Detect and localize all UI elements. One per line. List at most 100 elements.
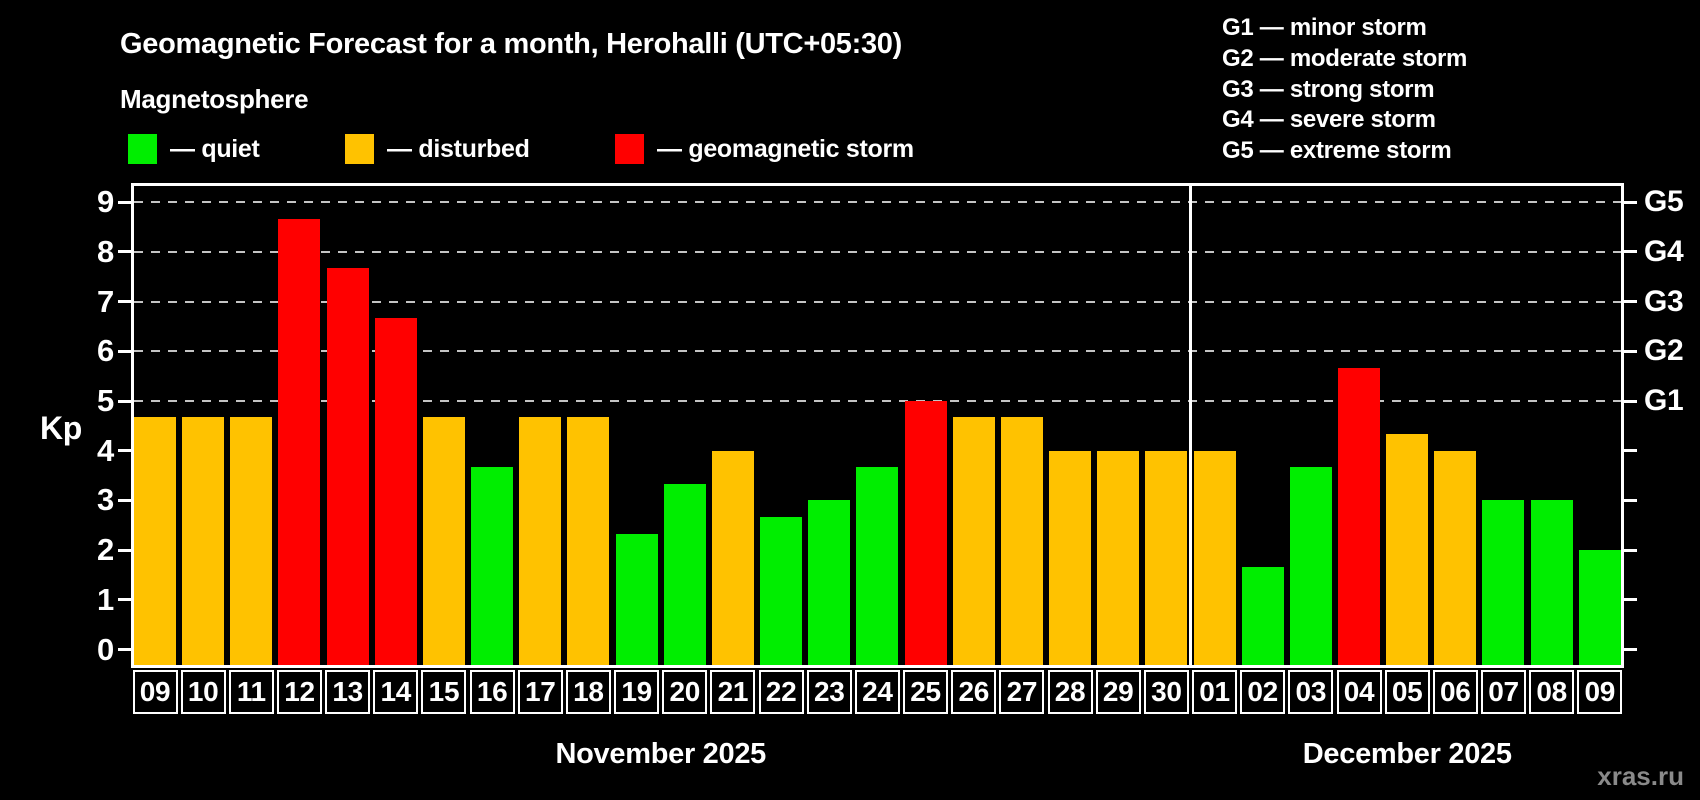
- legend-label-quiet: — quiet: [170, 134, 260, 163]
- kp-bar-november-25: [904, 401, 947, 665]
- legend-item-quiet: — quiet: [128, 134, 260, 164]
- y-axis-label-2: 2: [97, 532, 114, 568]
- day-label-november-28: 28: [1047, 670, 1093, 714]
- y-axis-label-3: 3: [97, 482, 114, 518]
- y-axis-tick-left-3: [118, 498, 131, 502]
- y-axis-tick-right-4: [1624, 449, 1637, 453]
- day-label-december-05: 05: [1384, 670, 1430, 714]
- gridline-kp-7: [134, 300, 1621, 303]
- y-axis-tick-left-0: [118, 648, 131, 651]
- gridline-kp-9: [134, 201, 1621, 204]
- g-scale-legend-line-3: G3 — strong storm: [1222, 75, 1435, 103]
- day-label-december-09: 09: [1577, 670, 1623, 714]
- quiet-color-swatch: [128, 134, 157, 164]
- g-scale-legend-line-4: G4 — severe storm: [1222, 106, 1436, 134]
- day-label-november-27: 27: [999, 670, 1045, 714]
- kp-bar-november-29: [1097, 450, 1140, 665]
- kp-bar-november-28: [1049, 450, 1092, 665]
- storm-color-swatch: [615, 134, 644, 164]
- day-label-november-26: 26: [951, 670, 997, 714]
- kp-bar-december-08: [1530, 500, 1573, 665]
- kp-bar-november-17: [519, 417, 562, 665]
- y-axis-tick-left-2: [118, 548, 131, 552]
- month-separator: [1189, 186, 1193, 665]
- g-axis-label-g3: G3: [1644, 284, 1684, 318]
- y-axis-tick-right-7: [1624, 300, 1637, 304]
- kp-bar-november-09: [134, 417, 176, 665]
- kp-bar-november-18: [567, 417, 610, 665]
- y-axis-label-1: 1: [97, 581, 114, 617]
- y-axis-label-0: 0: [97, 631, 114, 667]
- chart-subtitle: Magnetosphere: [120, 84, 309, 114]
- y-axis-tick-right-9: [1624, 200, 1637, 204]
- g-scale-legend-line-1: G1 — minor storm: [1222, 14, 1427, 41]
- g-axis-label-g1: G1: [1644, 384, 1684, 417]
- g-axis-label-g2: G2: [1644, 334, 1684, 368]
- y-axis-tick-right-1: [1624, 598, 1637, 602]
- day-label-november-09: 09: [132, 670, 178, 714]
- g-scale-legend-line-5: G5 — extreme storm: [1222, 137, 1452, 165]
- y-axis-label-4: 4: [97, 432, 114, 468]
- day-label-november-24: 24: [854, 670, 900, 714]
- kp-bar-december-09: [1578, 550, 1621, 665]
- g-axis-label-g4: G4: [1644, 234, 1684, 268]
- kp-bar-november-23: [808, 500, 851, 665]
- day-label-november-11: 11: [228, 670, 274, 714]
- y-axis-tick-left-8: [118, 250, 131, 254]
- chart-title: Geomagnetic Forecast for a month, Heroha…: [120, 28, 902, 60]
- month-label-november: November 2025: [555, 738, 767, 770]
- kp-bar-november-24: [856, 467, 899, 665]
- kp-bar-november-15: [422, 417, 465, 665]
- y-axis-label-6: 6: [97, 333, 114, 369]
- y-axis-tick-left-5: [118, 399, 131, 403]
- y-axis-tick-left-9: [118, 200, 131, 204]
- day-label-december-06: 06: [1432, 670, 1478, 714]
- y-axis-tick-left-6: [118, 349, 131, 353]
- kp-bar-december-01: [1193, 450, 1236, 665]
- day-label-november-29: 29: [1095, 670, 1141, 714]
- y-axis-tick-left-4: [118, 449, 131, 453]
- kp-bar-december-05: [1386, 434, 1429, 665]
- y-axis-label-9: 9: [97, 184, 114, 220]
- kp-bar-november-30: [1145, 450, 1188, 665]
- gridline-kp-5: [134, 400, 1621, 402]
- day-label-november-18: 18: [565, 670, 611, 714]
- day-label-november-17: 17: [517, 670, 563, 714]
- day-label-november-15: 15: [421, 670, 467, 714]
- day-label-november-30: 30: [1143, 670, 1189, 714]
- legend-item-disturbed: — disturbed: [345, 134, 530, 164]
- g-scale-legend-line-2: G2 — moderate storm: [1222, 44, 1468, 72]
- y-axis-tick-right-2: [1624, 548, 1637, 552]
- kp-bar-november-12: [278, 218, 321, 665]
- day-label-december-07: 07: [1480, 670, 1526, 714]
- y-axis-label-7: 7: [97, 283, 114, 319]
- kp-bar-november-27: [1000, 417, 1043, 665]
- y-axis-label-5: 5: [97, 383, 114, 418]
- day-label-december-02: 02: [1240, 670, 1286, 714]
- y-axis-tick-right-3: [1624, 498, 1637, 502]
- kp-bar-november-11: [230, 417, 273, 665]
- y-axis-tick-right-0: [1624, 648, 1637, 651]
- kp-bar-december-06: [1434, 450, 1477, 665]
- day-label-november-23: 23: [806, 670, 852, 714]
- day-label-november-19: 19: [614, 670, 660, 714]
- day-label-december-08: 08: [1529, 670, 1575, 714]
- y-axis-tick-right-8: [1624, 250, 1637, 254]
- day-label-december-04: 04: [1336, 670, 1382, 714]
- kp-bar-november-21: [711, 450, 754, 665]
- kp-bar-december-03: [1289, 467, 1332, 665]
- y-axis-label-8: 8: [97, 233, 114, 269]
- y-axis-tick-left-7: [118, 300, 131, 304]
- legend-item-storm: — geomagnetic storm: [615, 134, 914, 164]
- day-label-november-22: 22: [758, 670, 804, 714]
- day-label-november-10: 10: [180, 670, 226, 714]
- y-axis-tick-right-6: [1624, 349, 1637, 353]
- y-axis-title: Kp: [40, 410, 83, 446]
- day-label-november-25: 25: [903, 670, 949, 714]
- kp-bar-november-20: [663, 483, 706, 665]
- gridline-kp-8: [134, 250, 1621, 253]
- gridline-kp-6: [134, 350, 1621, 353]
- month-label-december: December 2025: [1302, 738, 1512, 770]
- kp-bar-december-04: [1338, 367, 1380, 665]
